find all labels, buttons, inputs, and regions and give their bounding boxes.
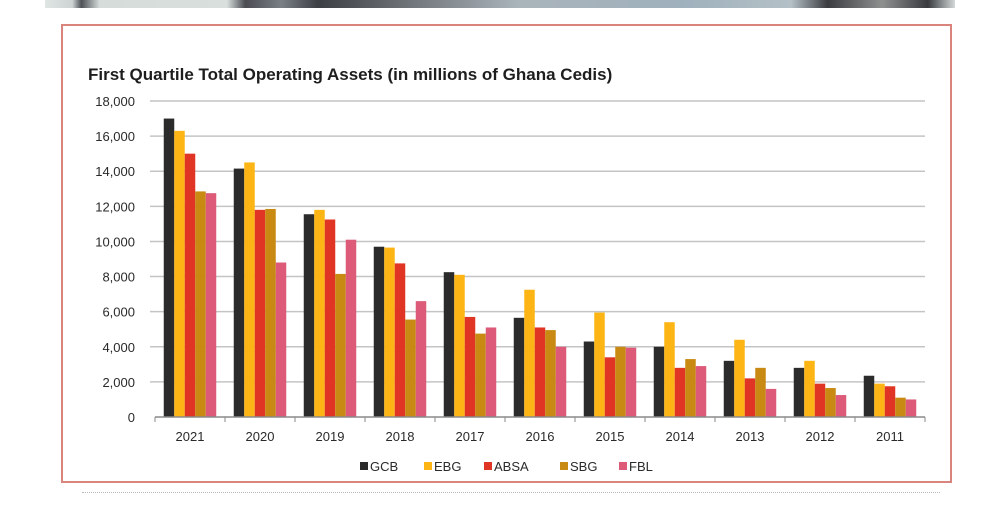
y-tick-label: 0	[128, 410, 135, 425]
bar-sbg-2018	[405, 319, 416, 417]
bar-ebg-2020	[244, 162, 255, 417]
bar-gcb-2013	[723, 360, 735, 417]
bar-absa-2018	[394, 263, 406, 417]
y-tick-label: 8,000	[102, 270, 135, 285]
legend-swatch	[424, 462, 432, 470]
legend-label: SBG	[570, 459, 597, 474]
bar-gcb-2014	[653, 346, 665, 417]
legend: GCB EBG ABSA SBG FBL	[360, 459, 653, 474]
bar-ebg-2017	[454, 274, 465, 417]
bar-fbl-2021	[205, 193, 217, 417]
legend-swatch	[560, 462, 568, 470]
y-tick-label: 16,000	[95, 129, 135, 144]
x-tick-label: 2014	[666, 429, 695, 444]
bar-fbl-2016	[555, 346, 567, 417]
bar-gcb-2020	[233, 168, 245, 417]
header-photo-strip	[45, 0, 955, 8]
bar-absa-2015	[604, 357, 616, 417]
chart-title: First Quartile Total Operating Assets (i…	[88, 65, 612, 84]
bar-fbl-2015	[625, 347, 637, 417]
legend-swatch	[484, 462, 492, 470]
y-tick-label: 2,000	[102, 375, 135, 390]
bar-gcb-2016	[513, 317, 525, 417]
bars	[163, 118, 917, 418]
x-tick-label: 2013	[736, 429, 765, 444]
bar-gcb-2018	[373, 246, 385, 417]
x-tick-label: 2016	[526, 429, 555, 444]
legend-label: EBG	[434, 459, 461, 474]
bar-sbg-2020	[265, 208, 276, 417]
x-tick-label: 2020	[246, 429, 275, 444]
legend-item-fbl: FBL	[619, 459, 653, 474]
legend-item-absa: ABSA	[484, 459, 529, 474]
bar-ebg-2016	[524, 289, 535, 417]
y-tick-label: 10,000	[95, 234, 135, 249]
x-tick-label: 2021	[176, 429, 205, 444]
bar-sbg-2015	[615, 346, 626, 417]
legend-label: ABSA	[494, 459, 529, 474]
bar-gcb-2019	[303, 214, 315, 417]
y-tick-label: 18,000	[95, 94, 135, 109]
bar-gcb-2015	[583, 341, 595, 417]
bar-fbl-2017	[485, 327, 497, 417]
y-axis-ticks: 0 2,000 4,000 6,000 8,000 10,000 12,000 14,000 1…	[95, 94, 135, 425]
bar-gcb-2011	[863, 375, 875, 417]
bar-sbg-2016	[545, 330, 556, 417]
bar-absa-2013	[744, 378, 756, 417]
bar-absa-2016	[534, 327, 546, 417]
bar-ebg-2014	[664, 322, 675, 417]
bar-absa-2017	[464, 316, 476, 417]
bar-fbl-2019	[345, 239, 357, 417]
bar-gcb-2012	[793, 367, 805, 417]
legend-label: GCB	[370, 459, 398, 474]
bar-absa-2011	[884, 386, 896, 417]
bar-absa-2012	[814, 383, 826, 417]
y-tick-label: 4,000	[102, 340, 135, 355]
bar-sbg-2019	[335, 273, 346, 417]
legend-label: FBL	[629, 459, 653, 474]
legend-swatch	[619, 462, 627, 470]
bar-sbg-2013	[755, 367, 766, 417]
bar-absa-2021	[184, 153, 196, 417]
legend-item-sbg: SBG	[560, 459, 597, 474]
bar-gcb-2021	[163, 118, 175, 418]
x-tick-label: 2011	[876, 429, 904, 444]
bar-gcb-2017	[443, 272, 455, 417]
divider-line	[82, 492, 940, 493]
bar-fbl-2013	[765, 388, 777, 417]
x-tick-label: 2019	[316, 429, 345, 444]
bar-fbl-2018	[415, 301, 427, 417]
bar-ebg-2013	[734, 339, 745, 417]
bar-fbl-2012	[835, 395, 847, 417]
x-tick-label: 2018	[386, 429, 415, 444]
legend-item-ebg: EBG	[424, 459, 461, 474]
bar-ebg-2012	[804, 360, 815, 417]
x-tick-label: 2017	[456, 429, 485, 444]
legend-item-gcb: GCB	[360, 459, 398, 474]
bar-sbg-2021	[195, 191, 206, 417]
bar-ebg-2019	[314, 209, 325, 417]
bar-ebg-2015	[594, 312, 605, 417]
bar-sbg-2014	[685, 359, 696, 417]
bar-ebg-2018	[384, 247, 395, 417]
bar-fbl-2020	[275, 262, 287, 417]
y-tick-label: 14,000	[95, 164, 135, 179]
y-tick-label: 12,000	[95, 199, 135, 214]
bar-fbl-2011	[905, 399, 917, 417]
bar-absa-2014	[674, 367, 686, 417]
bar-ebg-2021	[174, 130, 185, 417]
legend-swatch	[360, 462, 368, 470]
bar-absa-2019	[324, 219, 336, 417]
bar-fbl-2014	[695, 366, 707, 417]
bar-ebg-2011	[874, 383, 885, 417]
x-tick-label: 2012	[806, 429, 835, 444]
x-axis: 2021 2020 2019 2018 2017 2016 2015 2014 2013 2012…	[154, 416, 926, 444]
x-tick-label: 2015	[596, 429, 625, 444]
bar-sbg-2012	[825, 388, 836, 417]
bar-absa-2020	[254, 209, 266, 417]
y-tick-label: 6,000	[102, 305, 135, 320]
bar-sbg-2011	[895, 397, 906, 417]
bar-sbg-2017	[475, 333, 486, 417]
